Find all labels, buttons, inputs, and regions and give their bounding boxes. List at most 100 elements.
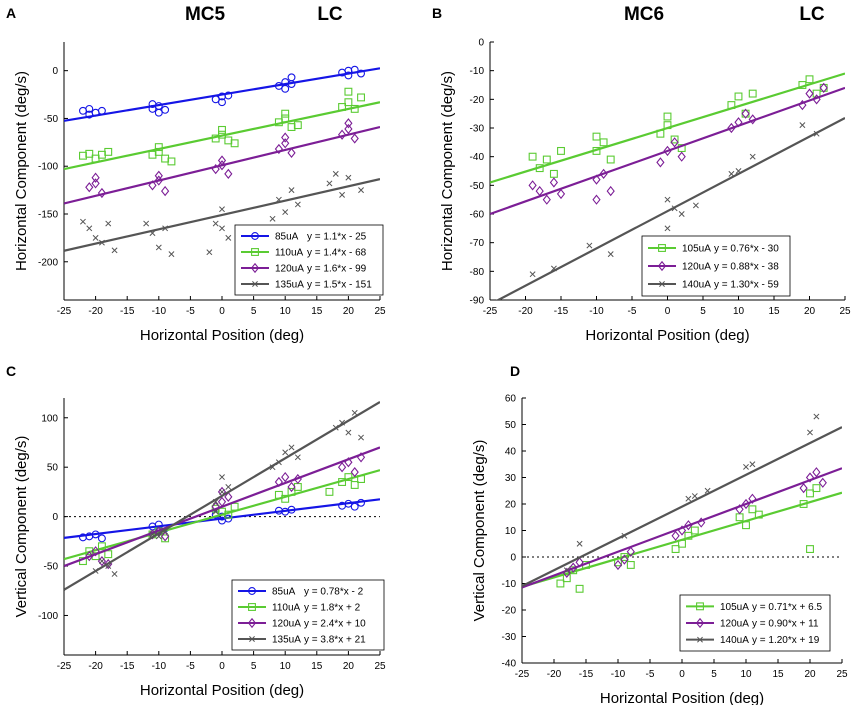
series-120uA xyxy=(64,118,380,205)
data-point xyxy=(358,434,364,441)
data-point xyxy=(549,177,559,188)
y-tick-label: -200 xyxy=(38,257,58,268)
data-point xyxy=(741,109,750,118)
legend-marker xyxy=(696,602,704,611)
legend-name: 120uA xyxy=(720,619,749,630)
data-point xyxy=(807,429,813,436)
data-point xyxy=(293,121,302,130)
fit-line xyxy=(64,125,380,205)
data-point xyxy=(749,461,756,468)
data-point xyxy=(663,112,672,121)
data-point xyxy=(656,157,665,168)
data-point xyxy=(338,501,347,510)
x-tick-label: 20 xyxy=(343,661,355,672)
data-point xyxy=(350,502,359,511)
data-point xyxy=(281,471,290,483)
y-tick-label: -150 xyxy=(38,210,58,221)
legend-marker xyxy=(249,636,255,642)
legend-name: 85uA xyxy=(275,232,299,243)
x-tick-label: 20 xyxy=(804,669,816,680)
data-point xyxy=(344,87,353,96)
data-point xyxy=(167,157,176,166)
x-tick-label: -10 xyxy=(611,669,626,680)
y-tick-label: 0 xyxy=(510,553,516,564)
x-tick-label: 10 xyxy=(280,661,292,672)
data-point xyxy=(620,554,629,565)
data-point xyxy=(350,133,359,144)
data-point xyxy=(351,409,358,416)
data-point xyxy=(528,180,537,191)
x-tick-label: -5 xyxy=(186,306,195,317)
data-point xyxy=(819,83,828,92)
data-point xyxy=(294,454,301,461)
data-point xyxy=(287,481,296,493)
legend-equation: y = 0.88*x - 38 xyxy=(714,262,779,273)
plot-area xyxy=(64,401,380,591)
legend-box xyxy=(641,235,791,297)
data-point xyxy=(806,545,814,554)
data-point xyxy=(576,540,583,547)
y-tick-label: -10 xyxy=(502,579,517,590)
x-tick-label: -10 xyxy=(589,306,604,317)
data-point xyxy=(535,185,544,197)
x-tick-label: 10 xyxy=(740,669,752,680)
legend-marker xyxy=(657,260,667,272)
data-point xyxy=(734,92,743,101)
x-axis-label: Horizontal Position (deg) xyxy=(600,690,764,705)
data-point xyxy=(161,531,170,542)
panel-title-right: LC xyxy=(799,4,825,25)
y-tick-label: 0 xyxy=(52,512,58,523)
x-tick-label: -15 xyxy=(579,669,594,680)
x-axis-label: Horizontal Position (deg) xyxy=(585,327,749,344)
fit-line xyxy=(64,469,380,561)
data-point xyxy=(155,244,162,251)
series-135uA xyxy=(64,170,380,258)
data-point xyxy=(528,152,537,161)
x-tick-label: -25 xyxy=(57,661,72,672)
y-tick-label: -30 xyxy=(502,632,517,643)
data-point xyxy=(288,187,295,194)
data-point xyxy=(219,206,225,213)
series-140uA xyxy=(522,413,842,588)
data-point xyxy=(85,149,94,158)
data-point xyxy=(586,242,593,249)
data-point xyxy=(212,220,219,227)
data-point xyxy=(219,474,225,481)
legend-equation: y = 1.30*x - 59 xyxy=(714,280,779,291)
x-tick-label: -20 xyxy=(88,306,103,317)
x-tick-label: -25 xyxy=(57,306,72,317)
data-point xyxy=(212,508,219,515)
data-point xyxy=(79,106,87,115)
data-point xyxy=(80,218,86,225)
y-tick-label: 0 xyxy=(478,38,484,49)
data-point xyxy=(748,89,757,98)
data-point xyxy=(97,542,106,551)
data-point xyxy=(626,546,635,557)
data-point xyxy=(282,209,289,216)
legend-marker xyxy=(252,281,258,287)
data-point xyxy=(325,487,334,496)
data-point xyxy=(148,180,157,191)
data-point xyxy=(281,109,290,118)
data-point xyxy=(281,84,290,93)
data-point xyxy=(85,104,94,113)
legend-name: 105uA xyxy=(682,244,711,255)
x-tick-label: -20 xyxy=(547,669,562,680)
y-tick-label: 0 xyxy=(52,66,58,77)
data-point xyxy=(819,82,828,93)
plot-area xyxy=(522,413,842,593)
y-axis-label: Vertical Component (deg/s) xyxy=(13,436,30,618)
data-point xyxy=(692,202,699,209)
y-tick-label: -70 xyxy=(470,238,485,249)
data-point xyxy=(812,484,821,493)
data-point xyxy=(556,188,566,200)
data-point xyxy=(230,139,239,148)
panel-label: D xyxy=(510,363,520,379)
data-point xyxy=(281,138,290,149)
data-point xyxy=(225,484,232,490)
data-point xyxy=(154,108,163,117)
fit-line xyxy=(522,467,842,589)
y-tick-label: 20 xyxy=(505,500,517,511)
legend-equation: y = 1.8*x + 2 xyxy=(304,603,361,614)
